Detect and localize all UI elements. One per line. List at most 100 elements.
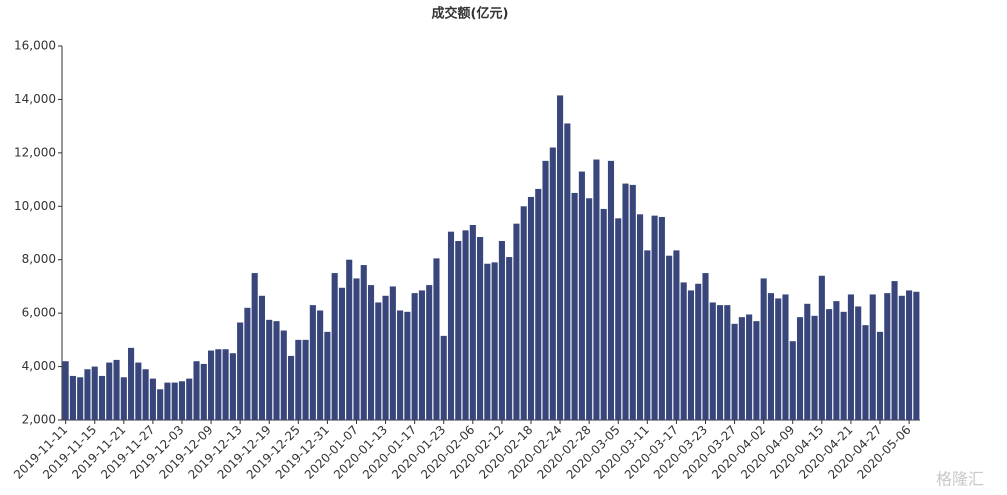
bar — [520, 206, 527, 420]
bar — [171, 382, 178, 420]
bar — [578, 171, 585, 420]
y-tick-label: 2,000 — [22, 413, 56, 427]
bar — [433, 258, 440, 420]
y-tick-label: 16,000 — [14, 39, 56, 53]
bar — [106, 362, 113, 420]
bar — [760, 278, 767, 420]
bar — [98, 375, 106, 420]
bar — [77, 377, 84, 420]
bar — [418, 290, 425, 420]
bar — [389, 286, 396, 420]
bar — [644, 250, 651, 420]
bar — [673, 250, 680, 420]
bar — [811, 315, 818, 420]
bar — [440, 335, 447, 420]
bar — [804, 303, 811, 420]
bar — [775, 298, 782, 420]
bar — [91, 366, 98, 420]
bar — [309, 305, 316, 420]
bar — [491, 262, 498, 420]
bar — [222, 349, 229, 420]
bar — [731, 323, 738, 420]
watermark: 格隆汇 — [936, 470, 984, 489]
bar — [178, 381, 186, 420]
bar — [600, 208, 607, 420]
bar — [818, 275, 825, 420]
bar — [687, 290, 695, 420]
bar — [571, 192, 578, 420]
y-tick-label: 6,000 — [22, 306, 56, 320]
bar — [295, 339, 302, 420]
bar — [360, 265, 367, 420]
bar — [913, 291, 920, 420]
bar — [382, 295, 389, 420]
bar — [244, 307, 251, 420]
bar — [527, 196, 535, 420]
bar — [796, 317, 804, 420]
bar — [695, 283, 702, 420]
bar — [847, 294, 854, 420]
bar — [397, 310, 404, 420]
bar — [338, 287, 345, 420]
bar — [702, 273, 709, 420]
bar — [266, 319, 273, 420]
bar — [498, 241, 505, 420]
bar — [622, 183, 629, 420]
bar — [84, 369, 91, 420]
bar — [564, 123, 571, 420]
bar — [367, 285, 375, 420]
bar — [142, 369, 149, 420]
bar — [200, 363, 207, 420]
bar — [237, 322, 244, 420]
bar — [767, 293, 774, 420]
y-tick-label: 12,000 — [14, 145, 56, 159]
bar — [120, 377, 127, 420]
bar — [840, 311, 847, 420]
bar — [135, 362, 142, 420]
bar — [716, 305, 724, 420]
bar — [709, 302, 716, 420]
bar — [615, 218, 622, 420]
bar — [193, 361, 200, 420]
bar — [629, 184, 636, 420]
bar — [666, 255, 673, 420]
y-tick-label: 14,000 — [14, 92, 56, 106]
bar — [891, 281, 898, 420]
bar — [535, 188, 542, 420]
bar — [317, 310, 324, 420]
bar — [513, 223, 520, 420]
bar — [833, 301, 840, 420]
bar — [746, 314, 753, 420]
bar — [411, 293, 418, 420]
bar — [186, 378, 193, 420]
y-tick-label: 4,000 — [22, 359, 56, 373]
bar — [273, 321, 280, 420]
bar — [164, 382, 171, 420]
bar — [477, 237, 484, 420]
bar — [637, 214, 644, 420]
bar — [658, 216, 665, 420]
bar — [782, 294, 789, 420]
bar — [789, 341, 796, 420]
bar — [404, 311, 411, 420]
bar — [469, 224, 476, 420]
bar — [549, 147, 556, 420]
bar — [898, 295, 905, 420]
bar — [455, 241, 462, 420]
bar — [280, 330, 287, 420]
bar — [506, 257, 513, 420]
bar — [149, 378, 156, 420]
bar — [251, 273, 258, 420]
bar — [157, 389, 164, 420]
bar — [447, 231, 455, 420]
bar — [753, 321, 760, 420]
y-tick-label: 10,000 — [14, 199, 56, 213]
bar — [557, 95, 564, 421]
y-tick-label: 8,000 — [22, 252, 56, 266]
bar — [462, 230, 469, 420]
bar — [651, 215, 658, 420]
bar — [884, 293, 891, 420]
bar — [484, 263, 491, 420]
bar — [208, 350, 215, 420]
bar — [346, 259, 353, 420]
